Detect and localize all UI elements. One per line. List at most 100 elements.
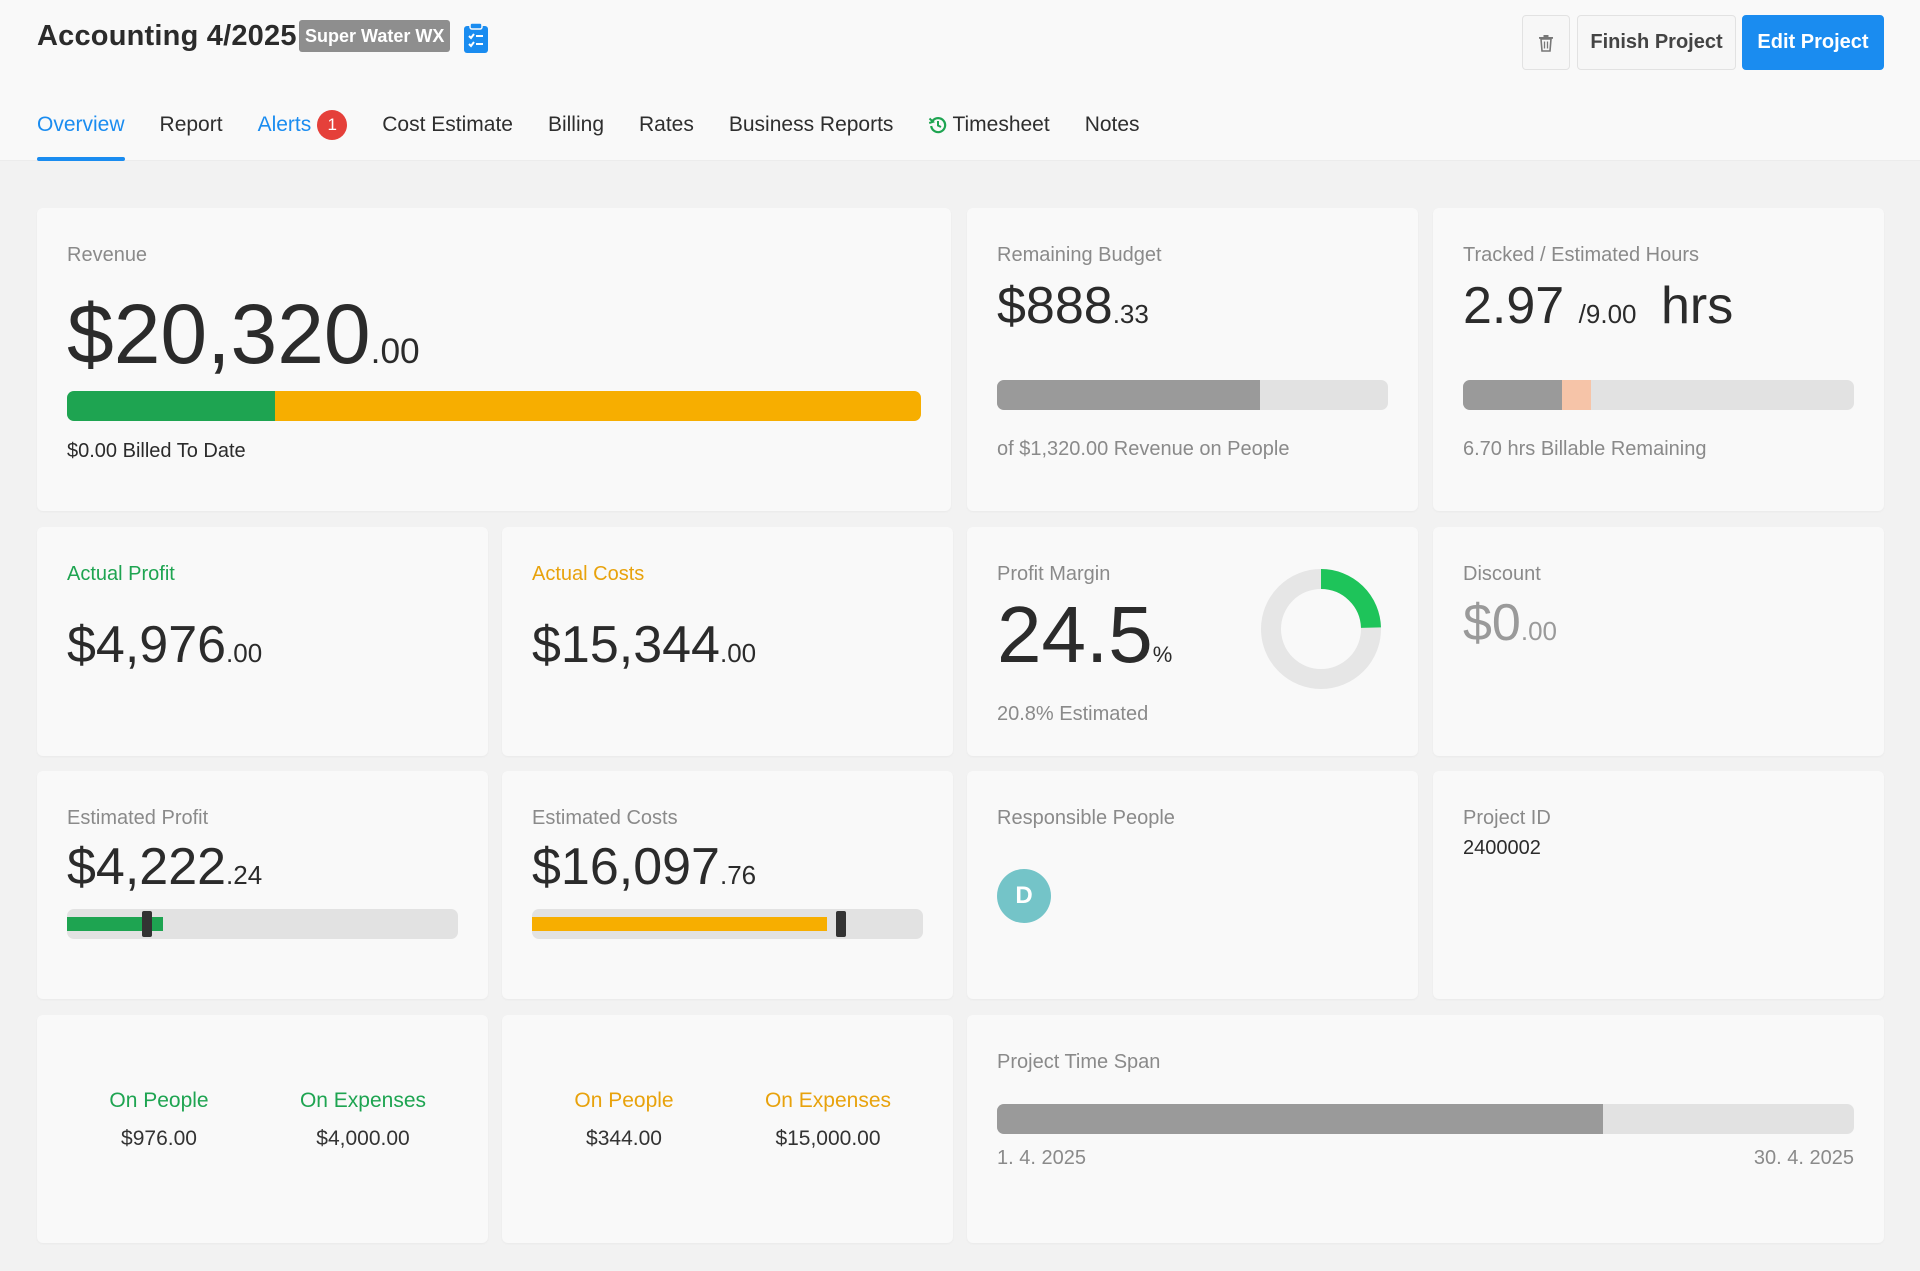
tab-label: Timesheet xyxy=(952,113,1050,136)
remaining-budget-note: of $1,320.00 Revenue on People xyxy=(997,438,1290,460)
discount-cents: .00 xyxy=(1520,616,1557,646)
actual-profit-label: Actual Profit xyxy=(67,563,175,585)
tab-label: Billing xyxy=(547,113,604,136)
project-id-value: 2400002 xyxy=(1463,837,1541,859)
client-badge[interactable]: Super Water WX xyxy=(299,20,451,52)
tab-notes[interactable]: Notes xyxy=(1085,105,1140,161)
tab-label: Rates xyxy=(639,113,694,136)
trash-icon xyxy=(1539,34,1553,52)
hours-tracked: 2.97 xyxy=(1463,277,1565,335)
remaining-budget-bar-fill xyxy=(997,380,1261,410)
cost-on-expenses-value: $15,000.00 xyxy=(775,1127,881,1150)
tab-alerts[interactable]: Alerts 1 xyxy=(258,105,348,161)
revenue-whole: $20,320 xyxy=(67,287,371,381)
estimated-costs-marker xyxy=(835,911,846,937)
hours-note: 6.70 hrs Billable Remaining xyxy=(1463,438,1707,460)
revenue-bar-billed-segment xyxy=(67,391,275,421)
revenue-card: Revenue $20,320.00 $0.00 Billed To Date xyxy=(37,208,951,511)
profit-on-people-label: On People xyxy=(109,1089,209,1112)
actual-costs-whole: $15,344 xyxy=(532,616,720,674)
actual-profit-card: Actual Profit $4,976.00 xyxy=(37,527,488,756)
tab-overview[interactable]: Overview xyxy=(37,105,125,161)
tab-label: Alerts xyxy=(257,113,312,136)
hours-unit: hrs xyxy=(1660,277,1734,335)
hours-bar xyxy=(1463,380,1854,410)
top-bar: Accounting 4/2025 Super Water WX Finish … xyxy=(0,0,1920,161)
actual-costs-label: Actual Costs xyxy=(532,563,645,585)
profit-on-people-value: $976.00 xyxy=(121,1127,197,1150)
responsible-people-label: Responsible People xyxy=(997,807,1175,829)
cost-on-people-value: $344.00 xyxy=(586,1127,662,1150)
tab-label: Cost Estimate xyxy=(382,113,513,136)
remaining-budget-amount: $888.33 xyxy=(997,276,1149,336)
profit-on-expenses-label: On Expenses xyxy=(299,1089,427,1112)
estimated-profit-marker xyxy=(142,911,153,937)
estimated-profit-label: Estimated Profit xyxy=(67,807,209,829)
cost-on-people-label: On People xyxy=(574,1089,674,1112)
revenue-bar-unbilled-segment xyxy=(274,391,921,421)
discount-label: Discount xyxy=(1463,563,1541,585)
estimated-profit-card: Estimated Profit $4,222.24 xyxy=(37,771,488,999)
discount-amount: $0.00 xyxy=(1463,593,1557,653)
profit-margin-card: Profit Margin 24.5% 20.8% Estimated xyxy=(967,527,1418,756)
tab-bar: Overview Report Alerts 1 Cost Estimate B… xyxy=(37,105,1175,161)
tab-label: Business Reports xyxy=(728,113,894,136)
tab-timesheet[interactable]: Timesheet xyxy=(928,105,1050,161)
tab-rates[interactable]: Rates xyxy=(639,105,694,161)
tab-label: Notes xyxy=(1084,113,1140,136)
clipboard-icon[interactable] xyxy=(462,22,490,54)
tab-business-reports[interactable]: Business Reports xyxy=(729,105,894,161)
estimated-profit-bar-fill xyxy=(67,917,163,931)
tab-report[interactable]: Report xyxy=(160,105,223,161)
tab-billing[interactable]: Billing xyxy=(548,105,604,161)
avatar[interactable]: D xyxy=(997,869,1051,923)
alerts-count-badge: 1 xyxy=(317,110,348,140)
time-span-bar xyxy=(997,1104,1854,1134)
remaining-budget-whole: $888 xyxy=(997,277,1113,335)
discount-whole: $0 xyxy=(1463,594,1521,652)
discount-card: Discount $0.00 xyxy=(1433,527,1884,756)
finish-project-button[interactable]: Finish Project xyxy=(1577,15,1736,70)
remaining-budget-cents: .33 xyxy=(1112,299,1149,329)
hours-card: Tracked / Estimated Hours 2.97 /9.00 hrs… xyxy=(1433,208,1884,511)
estimated-costs-card: Estimated Costs $16,097.76 xyxy=(502,771,953,999)
revenue-bar xyxy=(67,391,921,421)
hours-bar-extra xyxy=(1562,380,1592,410)
estimated-profit-whole: $4,222 xyxy=(67,838,227,896)
actual-costs-card: Actual Costs $15,344.00 xyxy=(502,527,953,756)
actual-costs-amount: $15,344.00 xyxy=(532,615,756,675)
tab-label: Report xyxy=(159,113,223,136)
time-span-bar-elapsed xyxy=(997,1104,1603,1134)
profit-margin-number: 24.5 xyxy=(997,590,1153,679)
profit-on-expenses-value: $4,000.00 xyxy=(316,1127,410,1150)
estimated-costs-bar xyxy=(532,909,923,939)
delete-button[interactable] xyxy=(1522,15,1570,70)
edit-project-button[interactable]: Edit Project xyxy=(1742,15,1884,70)
time-span-start: 1. 4. 2025 xyxy=(997,1147,1086,1169)
revenue-label: Revenue xyxy=(67,244,148,266)
actual-costs-cents: .00 xyxy=(719,638,757,668)
estimated-profit-amount: $4,222.24 xyxy=(67,837,262,897)
profit-margin-unit: % xyxy=(1152,642,1173,667)
estimated-costs-bar-fill xyxy=(532,917,828,931)
actual-profit-cents: .00 xyxy=(226,638,263,668)
cost-on-expenses-label: On Expenses xyxy=(764,1089,892,1112)
hours-amount: 2.97 /9.00 hrs xyxy=(1463,276,1733,336)
estimated-costs-label: Estimated Costs xyxy=(532,807,678,829)
profit-margin-donut-chart xyxy=(1261,569,1381,689)
page-title: Accounting 4/2025 xyxy=(37,20,297,52)
donut-fill xyxy=(1261,569,1381,689)
remaining-budget-card: Remaining Budget $888.33 of $1,320.00 Re… xyxy=(967,208,1418,511)
project-time-span-card: Project Time Span 1. 4. 2025 30. 4. 2025 xyxy=(967,1015,1884,1243)
hours-label: Tracked / Estimated Hours xyxy=(1463,244,1700,266)
profit-margin-label: Profit Margin xyxy=(997,563,1111,585)
tab-label: Overview xyxy=(37,113,125,136)
project-id-card: Project ID 2400002 xyxy=(1433,771,1884,999)
estimated-costs-cents: .76 xyxy=(719,860,757,890)
estimated-profit-bar xyxy=(67,909,458,939)
hours-estimated: 9.00 xyxy=(1585,299,1637,329)
tab-cost-estimate[interactable]: Cost Estimate xyxy=(382,105,513,161)
estimated-profit-cents: .24 xyxy=(226,860,263,890)
hours-bar-tracked xyxy=(1463,380,1563,410)
profit-split-card: On People $976.00 On Expenses $4,000.00 xyxy=(37,1015,488,1243)
